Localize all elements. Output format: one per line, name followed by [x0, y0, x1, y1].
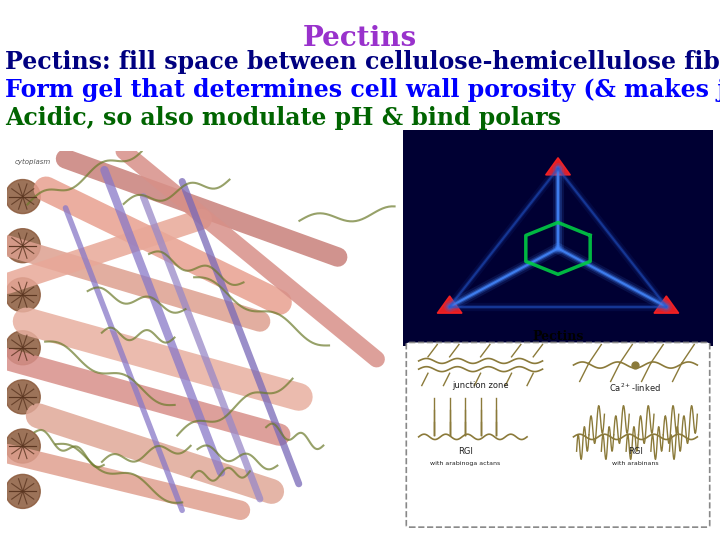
Polygon shape [546, 158, 570, 175]
Circle shape [5, 179, 40, 213]
Circle shape [5, 229, 40, 263]
Circle shape [5, 429, 40, 463]
Polygon shape [437, 296, 462, 313]
Text: RGI: RGI [628, 447, 643, 456]
Text: Ca$^{2+}$-linked: Ca$^{2+}$-linked [609, 381, 662, 394]
Text: cytoplasm: cytoplasm [15, 159, 51, 165]
Circle shape [5, 380, 40, 414]
Text: junction zone: junction zone [452, 381, 509, 390]
Text: Pectins: fill space between cellulose-hemicellulose fibers: Pectins: fill space between cellulose-he… [5, 50, 720, 74]
Text: with arabinans: with arabinans [612, 462, 659, 467]
Text: with arabinoga actans: with arabinoga actans [430, 462, 500, 467]
Circle shape [5, 278, 40, 312]
Text: RGI: RGI [458, 447, 472, 456]
Circle shape [5, 474, 40, 509]
Text: Form gel that determines cell wall porosity (& makes jam): Form gel that determines cell wall poros… [5, 78, 720, 102]
Text: Pectins: Pectins [303, 25, 417, 52]
Text: Pectins: Pectins [532, 330, 584, 343]
FancyBboxPatch shape [406, 342, 710, 527]
Circle shape [5, 330, 40, 365]
Polygon shape [654, 296, 679, 313]
Text: Acidic, so also modulate pH & bind polars: Acidic, so also modulate pH & bind polar… [5, 106, 561, 130]
